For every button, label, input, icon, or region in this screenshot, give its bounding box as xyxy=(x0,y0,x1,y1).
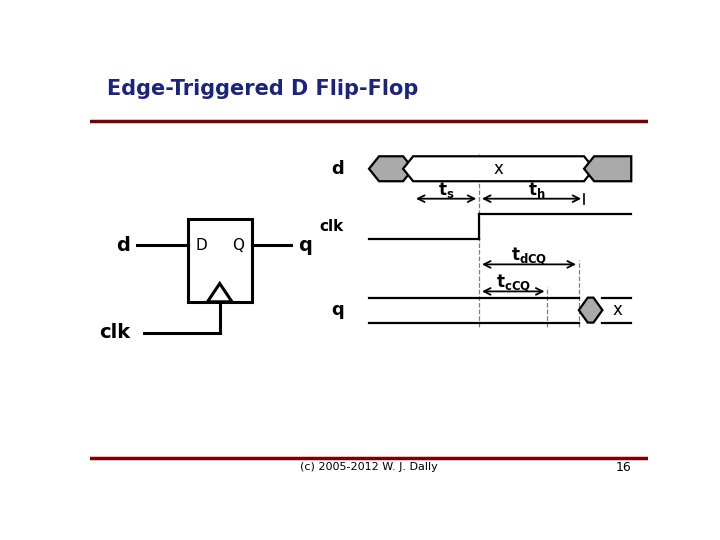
Text: D: D xyxy=(195,238,207,253)
Polygon shape xyxy=(403,156,594,181)
Polygon shape xyxy=(369,156,413,181)
Text: clk: clk xyxy=(99,323,130,342)
Text: $\mathbf{t_{cCQ}}$: $\mathbf{t_{cCQ}}$ xyxy=(496,272,531,293)
Text: q: q xyxy=(298,236,312,255)
Text: d: d xyxy=(331,160,344,178)
Text: clk: clk xyxy=(320,219,344,234)
Text: $\mathbf{t_s}$: $\mathbf{t_s}$ xyxy=(438,179,454,200)
Text: q: q xyxy=(331,301,344,319)
Text: $\mathbf{t_{dCQ}}$: $\mathbf{t_{dCQ}}$ xyxy=(510,245,547,266)
Polygon shape xyxy=(579,298,603,322)
Text: 16: 16 xyxy=(616,461,631,474)
Text: $\mathbf{t_h}$: $\mathbf{t_h}$ xyxy=(528,179,545,200)
Text: Q: Q xyxy=(232,238,244,253)
Text: (c) 2005-2012 W. J. Dally: (c) 2005-2012 W. J. Dally xyxy=(300,462,438,472)
Text: x: x xyxy=(613,301,622,319)
Text: x: x xyxy=(494,160,503,178)
Polygon shape xyxy=(584,156,631,181)
Bar xyxy=(188,219,252,302)
Polygon shape xyxy=(207,284,232,302)
Text: d: d xyxy=(117,236,130,255)
Text: Edge-Triggered D Flip-Flop: Edge-Triggered D Flip-Flop xyxy=(107,79,418,99)
